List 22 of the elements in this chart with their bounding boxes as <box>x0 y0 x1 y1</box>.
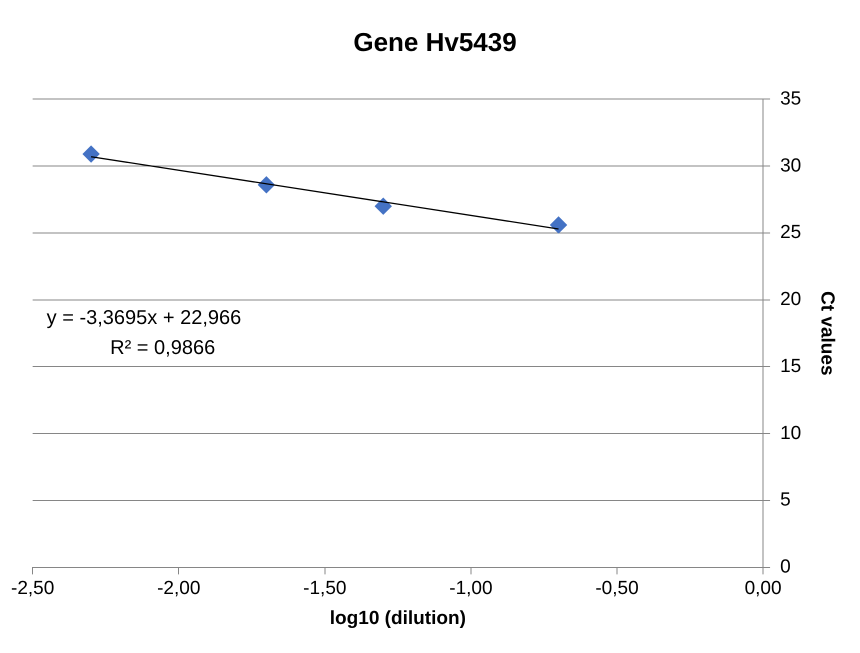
chart-title: Gene Hv5439 <box>353 26 517 57</box>
y-tick-label: 5 <box>780 490 791 511</box>
x-tick-label: -2,00 <box>157 578 200 600</box>
point <box>374 198 392 215</box>
y-tick-label: 35 <box>780 88 802 110</box>
point <box>550 216 568 234</box>
x-axis-title: log10 (dilution) <box>330 608 466 629</box>
x-tick-label: -1,00 <box>449 578 493 600</box>
x-tick-label: 0,00 <box>744 578 782 600</box>
y-axis-title: Ct values <box>816 291 838 376</box>
x-tick-label: -2,50 <box>10 578 54 600</box>
y-tick-label: 10 <box>780 422 802 444</box>
y-tick-label: 15 <box>780 356 802 377</box>
y-tick-label: 0 <box>780 556 791 578</box>
point <box>82 146 100 163</box>
x-tick-label: -1,50 <box>303 578 346 600</box>
x-tick-label: -0,50 <box>595 578 639 600</box>
annotation: R² = 0,9866 <box>110 337 216 360</box>
y-tick-label: 20 <box>780 289 802 310</box>
annotation: y = -3,3695x + 22,966 <box>46 307 242 330</box>
y-tick-label: 30 <box>780 155 802 176</box>
y-tick-label: 25 <box>780 222 802 244</box>
